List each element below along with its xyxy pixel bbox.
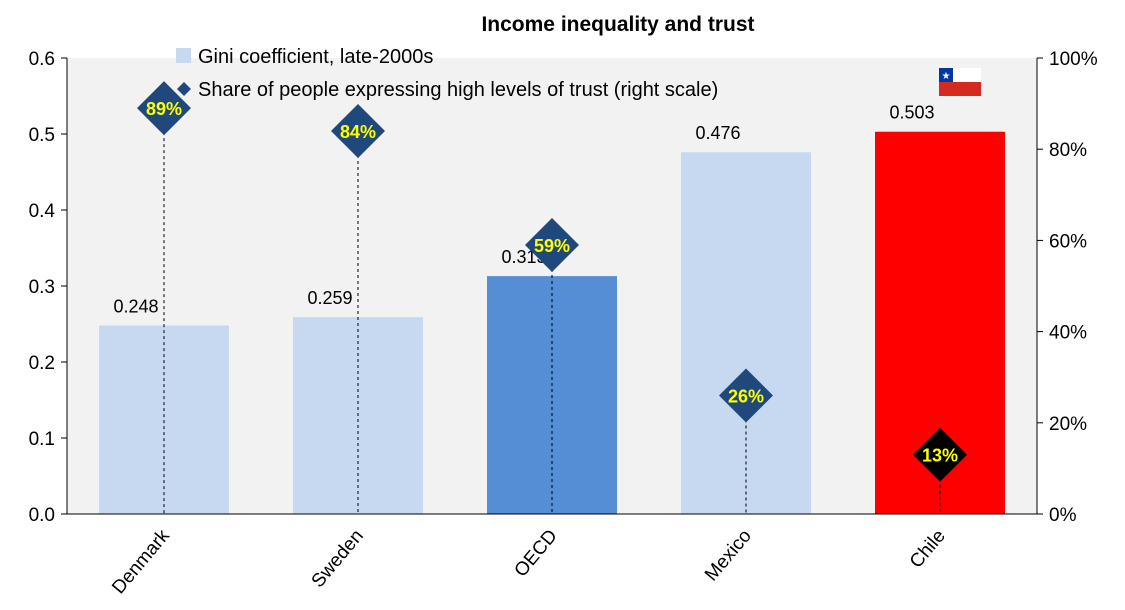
category-label-denmark: Denmark bbox=[108, 525, 174, 598]
right-tick-label: 80% bbox=[1049, 140, 1087, 161]
bar-value-label-chile: 0.503 bbox=[889, 103, 934, 123]
trust-value-label-oecd: 59% bbox=[534, 236, 570, 256]
trust-marker-denmark bbox=[137, 81, 191, 136]
legend-swatch-gini bbox=[176, 48, 191, 63]
trust-value-label-sweden: 84% bbox=[340, 122, 376, 142]
right-tick-label: 100% bbox=[1049, 49, 1098, 70]
category-label-sweden: Sweden bbox=[308, 526, 368, 592]
trust-value-label-chile: 13% bbox=[922, 446, 958, 466]
bar-value-label-sweden: 0.259 bbox=[307, 288, 352, 308]
legend-label-trust: Share of people expressing high levels o… bbox=[198, 79, 718, 101]
trust-marker-oecd bbox=[525, 217, 579, 272]
chart-title: Income inequality and trust bbox=[481, 13, 754, 36]
trust-marker-sweden bbox=[331, 103, 385, 158]
trust-value-label-denmark: 89% bbox=[146, 99, 182, 119]
category-label-chile: Chile bbox=[906, 526, 950, 573]
category-label-oecd: OECD bbox=[510, 526, 561, 582]
bar-mexico bbox=[681, 152, 811, 515]
left-tick-label: 0.2 bbox=[29, 353, 55, 374]
right-tick-label: 20% bbox=[1049, 414, 1087, 435]
left-tick-label: 0.5 bbox=[29, 125, 55, 146]
svg-text:★: ★ bbox=[942, 71, 951, 82]
left-tick-label: 0.0 bbox=[29, 505, 55, 526]
trust-marker-mexico bbox=[719, 368, 773, 423]
right-tick-label: 0% bbox=[1049, 505, 1077, 526]
trust-marker-chile bbox=[913, 427, 967, 482]
chile-flag-icon: ★ bbox=[939, 68, 981, 96]
right-tick-label: 40% bbox=[1049, 323, 1087, 344]
legend-swatch-trust bbox=[177, 82, 191, 96]
legend-label-gini: Gini coefficient, late-2000s bbox=[198, 46, 433, 68]
bar-denmark bbox=[99, 325, 229, 514]
right-tick-label: 60% bbox=[1049, 231, 1087, 252]
bar-value-label-mexico: 0.476 bbox=[695, 123, 740, 143]
left-tick-label: 0.3 bbox=[29, 277, 55, 298]
trust-value-label-mexico: 26% bbox=[728, 386, 764, 406]
bar-value-label-denmark: 0.248 bbox=[113, 297, 158, 317]
left-tick-label: 0.1 bbox=[29, 429, 55, 450]
category-label-mexico: Mexico bbox=[701, 526, 756, 586]
left-tick-label: 0.6 bbox=[29, 49, 55, 70]
left-tick-label: 0.4 bbox=[29, 201, 56, 222]
